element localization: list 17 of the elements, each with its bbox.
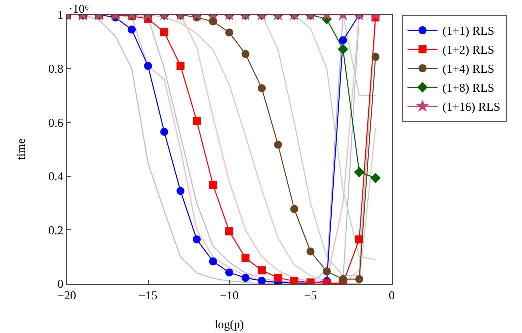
- y-tick-label: 0.8: [48, 62, 64, 76]
- x-tick-label: 0: [389, 288, 395, 302]
- y-axis-title: time: [14, 138, 28, 160]
- y-tick-label: 0.4: [48, 170, 64, 184]
- x-tick-label: −15: [138, 288, 158, 302]
- legend-label: (1+4) RLS: [442, 62, 495, 76]
- legend-label: (1+16) RLS: [442, 100, 501, 114]
- legend-label: (1+1) RLS: [442, 24, 495, 38]
- legend-label: (1+8) RLS: [442, 81, 495, 96]
- x-tick-label: −10: [220, 288, 239, 302]
- x-tick-label: −5: [304, 288, 318, 302]
- y-tick-label: 0.2: [48, 223, 64, 238]
- x-axis-title: log(p): [214, 317, 244, 332]
- annotation: ·10⁶: [69, 2, 90, 16]
- legend-label: (1+2) RLS: [442, 43, 495, 58]
- y-tick-label: 1: [58, 8, 64, 22]
- y-tick-label: 0.6: [48, 116, 64, 130]
